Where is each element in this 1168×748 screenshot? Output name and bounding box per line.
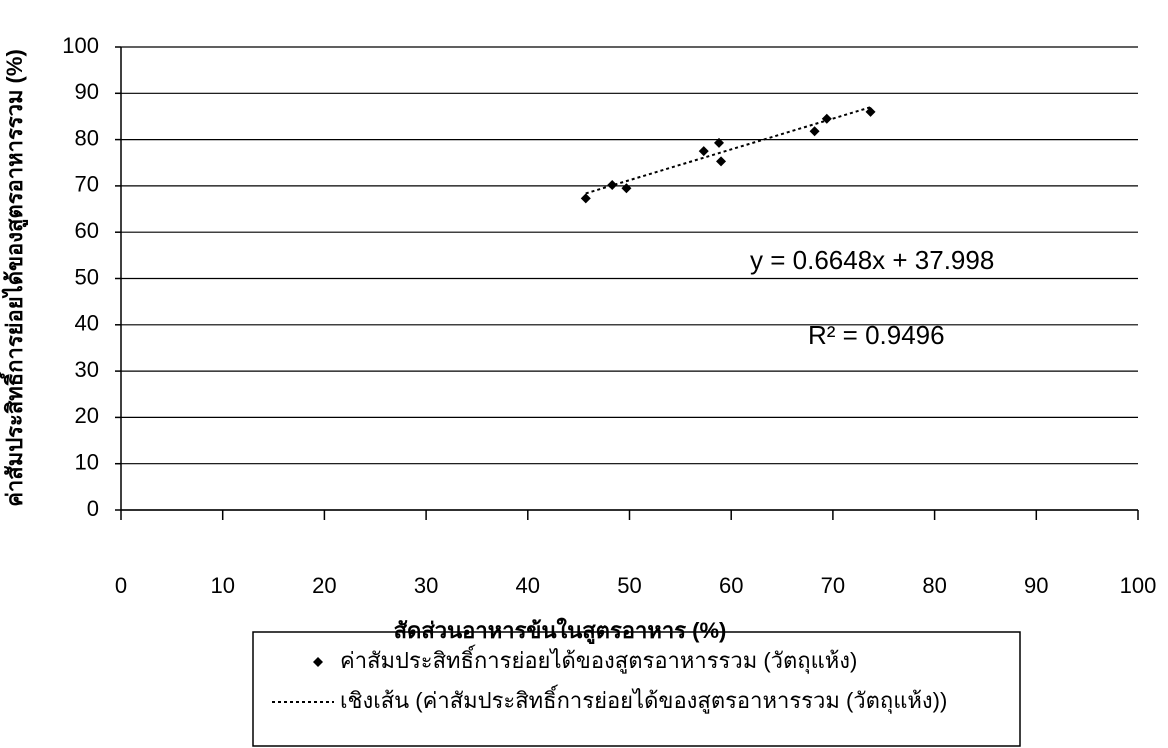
y-tick-label: 50	[75, 264, 99, 289]
point	[580, 193, 591, 204]
x-axis-title: สัดส่วนอาหารข้นในสูตรอาหาร (%)	[394, 617, 727, 645]
x-tick-label: 10	[210, 573, 234, 598]
legend-box	[252, 631, 1021, 747]
x-tick-label: 60	[719, 573, 743, 598]
point	[698, 146, 709, 157]
point	[821, 113, 832, 124]
y-tick-label: 80	[75, 125, 99, 150]
y-tick-label: 20	[75, 403, 99, 428]
y-axis-title: ค่าสัมประสิทธิ์การย่อยได้ของสูตรอาหารรวม…	[0, 49, 29, 507]
trend-equation: y = 0.6648x + 37.998	[750, 245, 994, 275]
x-tick-label: 30	[414, 573, 438, 598]
point	[621, 183, 632, 194]
x-tick-label: 40	[516, 573, 540, 598]
point	[607, 179, 618, 190]
legend-marker	[313, 657, 323, 667]
point	[865, 106, 876, 117]
x-tick-label: 100	[1120, 573, 1157, 598]
y-tick-label: 30	[75, 357, 99, 382]
x-tick-label: 50	[617, 573, 641, 598]
y-tick-label: 100	[62, 33, 99, 58]
trendline	[585, 106, 871, 195]
y-tick-label: 60	[75, 218, 99, 243]
point	[716, 156, 727, 167]
x-tick-label: 0	[115, 573, 127, 598]
point	[809, 126, 820, 137]
x-tick-label: 70	[821, 573, 845, 598]
x-tick-label: 80	[922, 573, 946, 598]
y-tick-label: 40	[75, 311, 99, 336]
y-tick-label: 90	[75, 79, 99, 104]
y-tick-label: 0	[87, 496, 99, 521]
legend-label: เชิงเส้น (ค่าสัมประสิทธิ์การย่อยได้ของสู…	[340, 685, 947, 714]
x-tick-label: 20	[312, 573, 336, 598]
point	[713, 137, 724, 148]
y-tick-label: 70	[75, 172, 99, 197]
legend-label: ค่าสัมประสิทธิ์การย่อยได้ของสูตรอาหารรวม…	[340, 645, 857, 674]
y-tick-label: 10	[75, 450, 99, 475]
x-tick-label: 90	[1024, 573, 1048, 598]
